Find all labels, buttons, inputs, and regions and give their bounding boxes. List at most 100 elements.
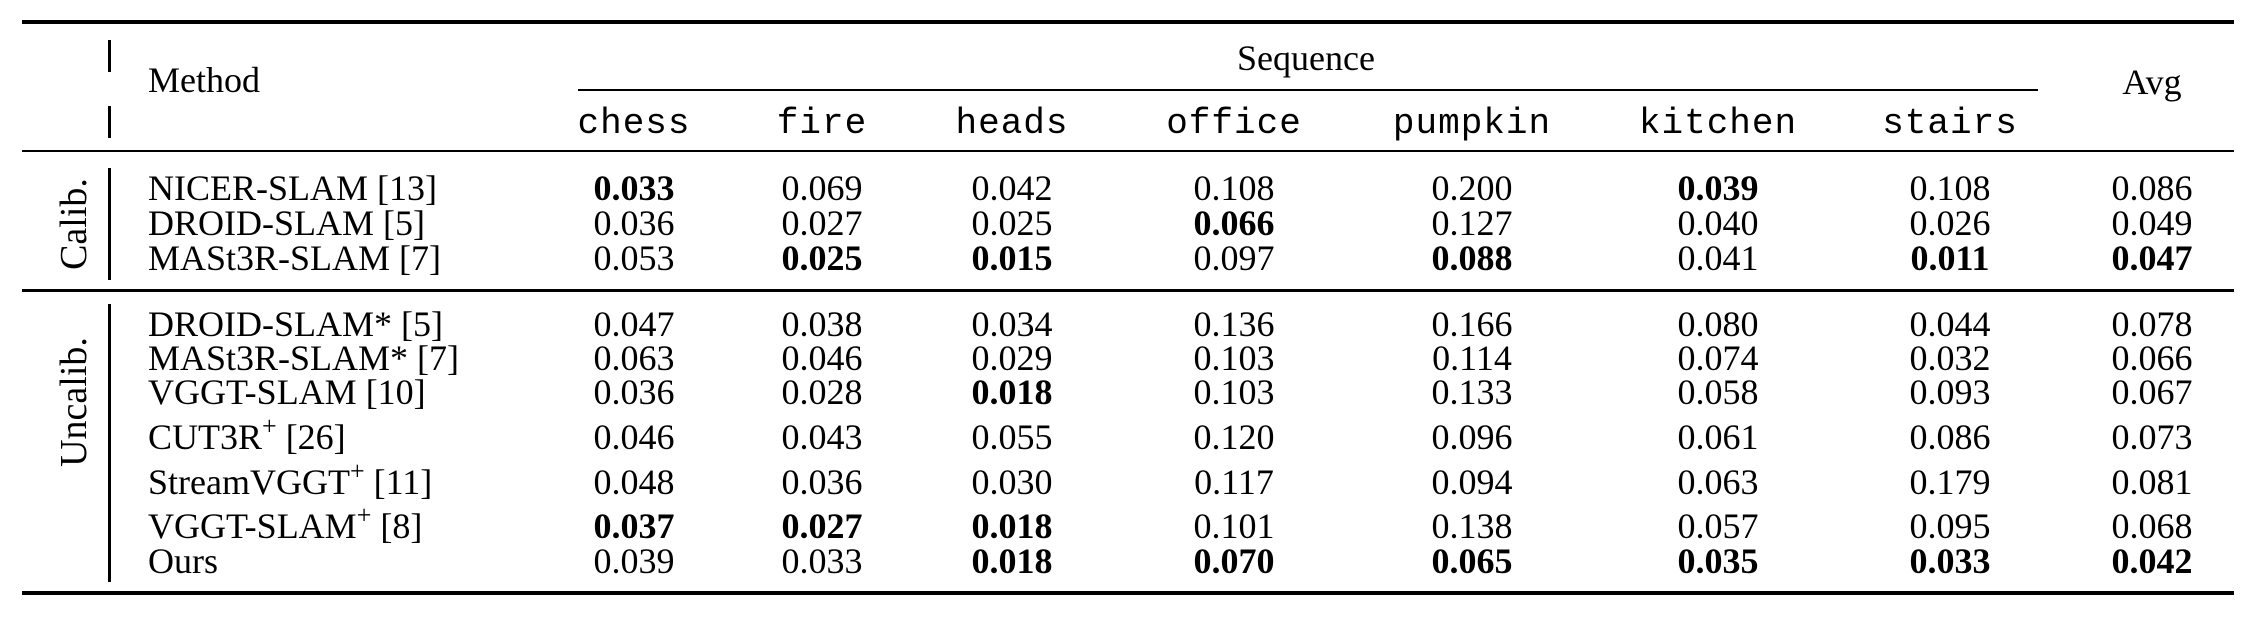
value-cell-stairs: 0.032: [1909, 338, 1991, 378]
method-superscript: +: [262, 411, 277, 441]
column-header-heads: heads: [955, 103, 1069, 144]
value-cell-fire: 0.033: [781, 541, 863, 581]
avg-cell: 0.073: [2111, 417, 2193, 457]
value-cell-stairs: 0.044: [1909, 304, 1991, 344]
value-cell-pumpkin: 0.200: [1431, 168, 1513, 208]
value-cell-heads: 0.030: [971, 462, 1053, 502]
bottom-rule: [22, 591, 2234, 595]
method-name: DROID-SLAM* [5]: [148, 304, 443, 344]
method-cell: StreamVGGT+ [11]: [148, 458, 432, 500]
value-cell-office: 0.103: [1193, 338, 1275, 378]
avg-cell: 0.047: [2111, 238, 2193, 278]
value-cell-kitchen: 0.039: [1677, 168, 1759, 208]
value-cell-fire: 0.027: [781, 203, 863, 243]
value-cell-stairs: 0.093: [1909, 372, 1991, 412]
value-cell-fire: 0.027: [781, 506, 863, 546]
group-label: Calib.: [52, 178, 95, 270]
avg-cell: 0.042: [2111, 541, 2193, 581]
value-cell-office: 0.066: [1193, 203, 1275, 243]
value-cell-pumpkin: 0.088: [1431, 238, 1513, 278]
value-cell-heads: 0.042: [971, 168, 1053, 208]
value-cell-heads: 0.029: [971, 338, 1053, 378]
value-cell-heads: 0.055: [971, 417, 1053, 457]
method-name: NICER-SLAM [13]: [148, 168, 437, 208]
column-header-fire: fire: [776, 103, 868, 144]
value-cell-pumpkin: 0.138: [1431, 506, 1513, 546]
value-cell-heads: 0.018: [971, 506, 1053, 546]
column-header-pumpkin: pumpkin: [1392, 103, 1552, 144]
value-cell-office: 0.070: [1193, 541, 1275, 581]
header-rule: [22, 150, 2234, 152]
avg-cell: 0.078: [2111, 304, 2193, 344]
value-cell-chess: 0.046: [593, 417, 675, 457]
value-cell-chess: 0.036: [593, 203, 675, 243]
value-cell-office: 0.136: [1193, 304, 1275, 344]
value-cell-heads: 0.034: [971, 304, 1053, 344]
value-cell-stairs: 0.095: [1909, 506, 1991, 546]
avg-cell: 0.086: [2111, 168, 2193, 208]
avg-header: Avg: [2122, 62, 2182, 102]
value-cell-stairs: 0.033: [1909, 541, 1991, 581]
sequence-underline: [578, 89, 2038, 91]
method-cell: CUT3R+ [26]: [148, 413, 346, 457]
value-cell-office: 0.117: [1194, 462, 1274, 502]
method-cell: VGGT-SLAM+ [8]: [148, 502, 423, 546]
value-cell-heads: 0.018: [971, 372, 1053, 412]
avg-cell: 0.068: [2111, 506, 2193, 546]
method-name: VGGT-SLAM [10]: [148, 372, 426, 412]
top-rule: [22, 20, 2234, 24]
value-cell-fire: 0.043: [781, 417, 863, 457]
value-cell-office: 0.101: [1193, 506, 1275, 546]
sequence-header: Sequence: [1237, 38, 1375, 78]
value-cell-kitchen: 0.058: [1677, 372, 1759, 412]
value-cell-chess: 0.053: [593, 238, 675, 278]
value-cell-kitchen: 0.063: [1677, 462, 1759, 502]
value-cell-fire: 0.025: [781, 238, 863, 278]
method-superscript: +: [349, 456, 365, 486]
avg-cell: 0.067: [2111, 372, 2193, 412]
method-name: DROID-SLAM [5]: [148, 203, 425, 243]
value-cell-fire: 0.069: [781, 168, 863, 208]
value-cell-chess: 0.048: [593, 462, 675, 502]
method-cell: MASt3R-SLAM [7]: [148, 240, 441, 276]
value-cell-pumpkin: 0.127: [1431, 203, 1513, 243]
value-cell-chess: 0.037: [593, 506, 675, 546]
value-cell-pumpkin: 0.133: [1431, 372, 1513, 412]
column-header-office: office: [1166, 103, 1302, 144]
method-cell: NICER-SLAM [13]: [148, 170, 437, 206]
method-name: MASt3R-SLAM* [7]: [148, 338, 460, 378]
avg-cell: 0.049: [2111, 203, 2193, 243]
value-cell-pumpkin: 0.114: [1432, 338, 1512, 378]
value-cell-chess: 0.033: [593, 168, 675, 208]
method-reference: [26]: [276, 417, 346, 457]
header-bar-bottom: [108, 106, 111, 138]
value-cell-heads: 0.025: [971, 203, 1053, 243]
value-cell-office: 0.120: [1193, 417, 1275, 457]
value-cell-stairs: 0.011: [1910, 238, 1990, 278]
value-cell-stairs: 0.179: [1909, 462, 1991, 502]
column-header-kitchen: kitchen: [1638, 103, 1798, 144]
value-cell-office: 0.097: [1193, 238, 1275, 278]
method-reference: [8]: [371, 506, 423, 546]
method-name: CUT3R: [148, 417, 263, 457]
value-cell-fire: 0.046: [781, 338, 863, 378]
value-cell-stairs: 0.026: [1909, 203, 1991, 243]
value-cell-kitchen: 0.040: [1677, 203, 1759, 243]
value-cell-pumpkin: 0.166: [1431, 304, 1513, 344]
method-cell: Ours: [148, 543, 218, 579]
value-cell-fire: 0.036: [781, 462, 863, 502]
group-bar-1: [108, 304, 111, 582]
value-cell-stairs: 0.086: [1909, 417, 1991, 457]
value-cell-kitchen: 0.074: [1677, 338, 1759, 378]
value-cell-chess: 0.047: [593, 304, 675, 344]
value-cell-chess: 0.036: [593, 372, 675, 412]
value-cell-office: 0.108: [1193, 168, 1275, 208]
value-cell-kitchen: 0.080: [1677, 304, 1759, 344]
method-name: VGGT-SLAM: [148, 506, 357, 546]
method-cell: DROID-SLAM [5]: [148, 205, 425, 241]
value-cell-heads: 0.015: [971, 238, 1053, 278]
value-cell-chess: 0.039: [593, 541, 675, 581]
value-cell-pumpkin: 0.094: [1431, 462, 1513, 502]
group-rule: [22, 289, 2234, 292]
value-cell-office: 0.103: [1193, 372, 1275, 412]
